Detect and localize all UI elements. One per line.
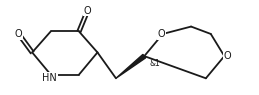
Polygon shape [116,54,146,78]
Text: O: O [224,51,231,61]
Text: O: O [158,29,165,39]
Text: O: O [15,29,23,39]
Text: O: O [84,6,91,16]
Text: HN: HN [42,73,57,83]
Text: &1: &1 [150,59,160,68]
